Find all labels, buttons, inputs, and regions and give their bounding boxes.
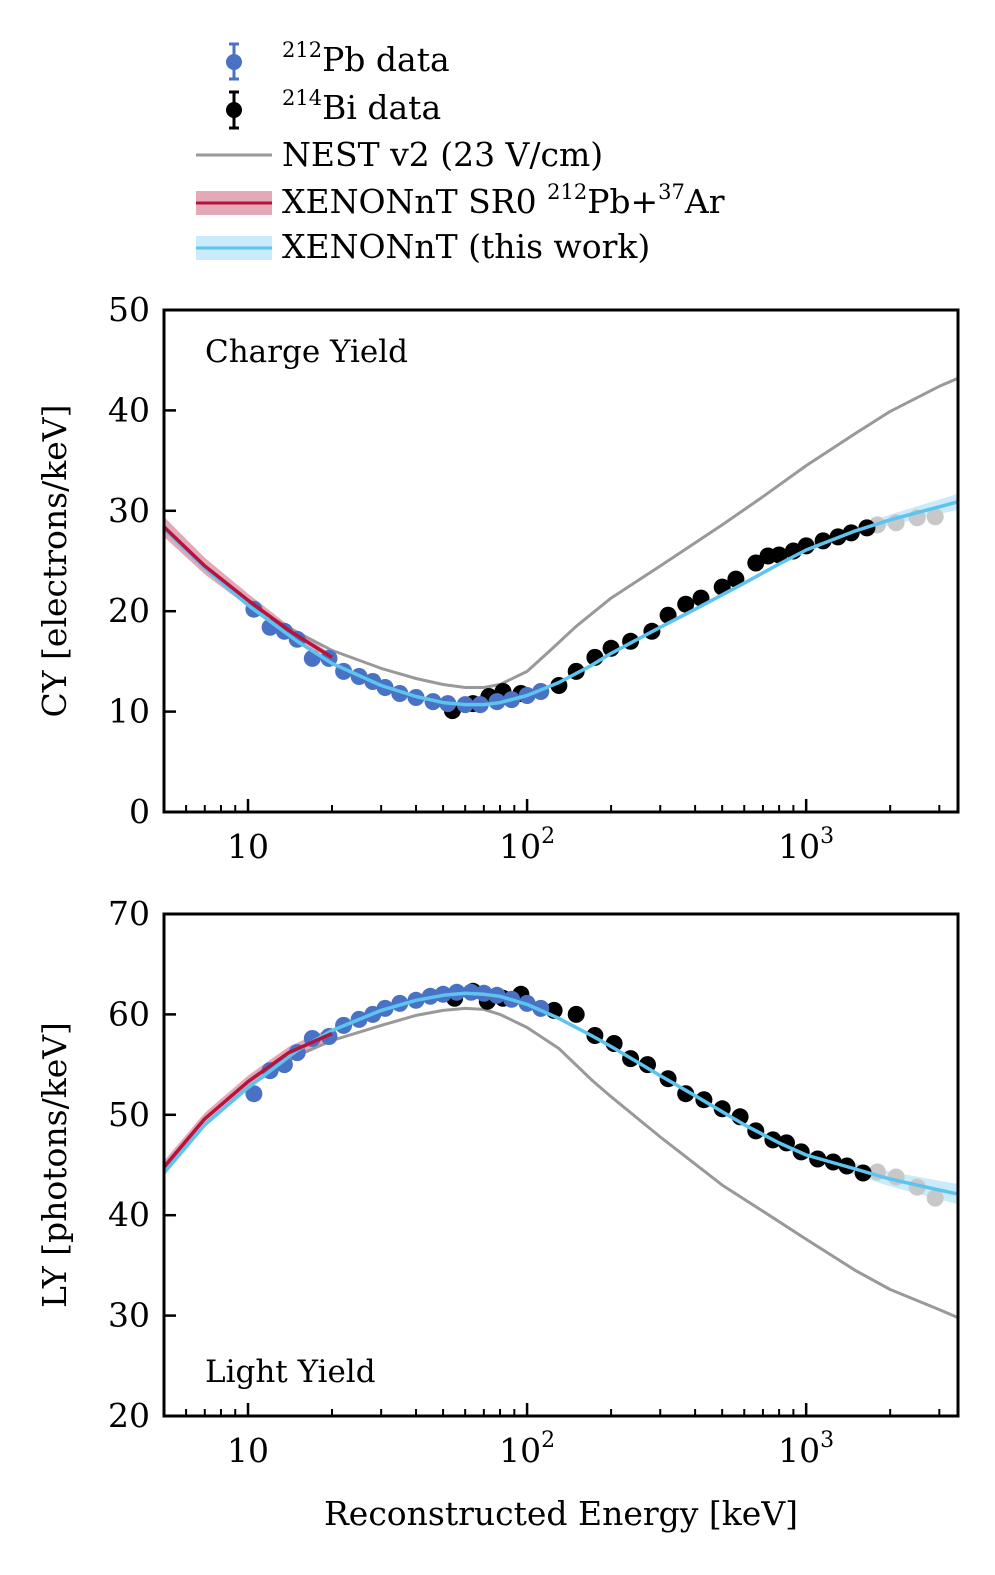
charge-yield-x-tick-label: 10 [227,827,269,866]
legend-item-bi-data: 214Bi data [226,86,441,130]
charge-yield-this-work-curve [164,500,958,707]
legend-marker-pb [226,54,242,70]
legend-label-sr0: XENONnT SR0 212Pb+37Ar [282,180,725,221]
light-yield-panel: 20 30 40 50 60 70 10 102 103 Light Yield LY [ph… [35,894,960,1470]
charge-yield-faded-point [926,508,944,526]
legend-item-nest: NEST v2 (23 V/cm) [196,135,603,174]
light-yield-x-tick-label: 10 [227,1431,269,1470]
charge-yield-y-tick-label: 40 [108,390,150,429]
legend-label-pb: 212Pb data [282,38,450,79]
legend-label-nest: NEST v2 (23 V/cm) [282,135,603,174]
light-yield-y-tick-label: 70 [108,894,150,933]
charge-yield-sr0-curve [164,525,333,659]
legend-item-pb-data: 212Pb data [226,38,450,81]
charge-yield-x-tick-label: 102 [499,824,555,866]
light-yield-x-tick-label: 103 [778,1428,834,1470]
charge-yield-y-tick-label: 10 [108,692,150,731]
light-yield-y-tick-label: 50 [108,1095,150,1134]
light-yield-y-tick-label: 40 [108,1195,150,1234]
light-yield-axes-frame [162,912,960,1418]
light-yield-ylabel: LY [photons/keV] [35,1022,74,1308]
light-yield-y-tick-label: 60 [108,994,150,1033]
charge-yield-panel: 0 10 20 30 40 50 10 102 103 Charge Yield CY [el… [35,290,960,866]
legend-item-this-work: XENONnT (this work) [196,227,650,266]
light-yield-this-work-curve [164,991,958,1196]
legend-marker-bi [226,102,242,118]
light-yield-pb-point [448,983,466,1001]
legend: 212Pb data 214Bi data NEST v2 (23 V/cm) … [196,38,725,266]
legend-label-bi: 214Bi data [282,86,441,127]
charge-yield-x-tick-label: 103 [778,824,834,866]
light-yield-y-tick-label: 20 [108,1396,150,1435]
light-yield-sr0-band [164,1027,332,1173]
light-yield-pb-point [245,1085,263,1103]
charge-yield-nest-curve [247,376,958,689]
light-yield-title: Light Yield [205,1354,376,1390]
charge-yield-axes-frame [162,308,960,814]
light-yield-bi-point [567,1005,585,1023]
legend-item-sr0: XENONnT SR0 212Pb+37Ar [196,180,725,221]
charge-yield-bi-point [770,546,788,564]
charge-yield-y-tick-label: 20 [108,591,150,630]
charge-yield-y-tick-label: 50 [108,290,150,329]
x-axis-label: Reconstructed Energy [keV] [324,1494,798,1533]
light-yield-sr0-curve [164,1031,333,1169]
light-yield-y-tick-label: 30 [108,1296,150,1335]
charge-yield-ylabel: CY [electrons/keV] [35,405,74,718]
charge-yield-y-tick-label: 30 [108,491,150,530]
light-yield-faded-point [926,1189,944,1207]
charge-yield-bi-point [677,595,695,613]
legend-label-this-work: XENONnT (this work) [282,227,650,266]
charge-yield-y-tick-label: 0 [129,792,150,831]
light-yield-x-tick-label: 102 [499,1428,555,1470]
charge-yield-title: Charge Yield [205,334,408,370]
light-yield-nest-curve [164,1006,958,1319]
